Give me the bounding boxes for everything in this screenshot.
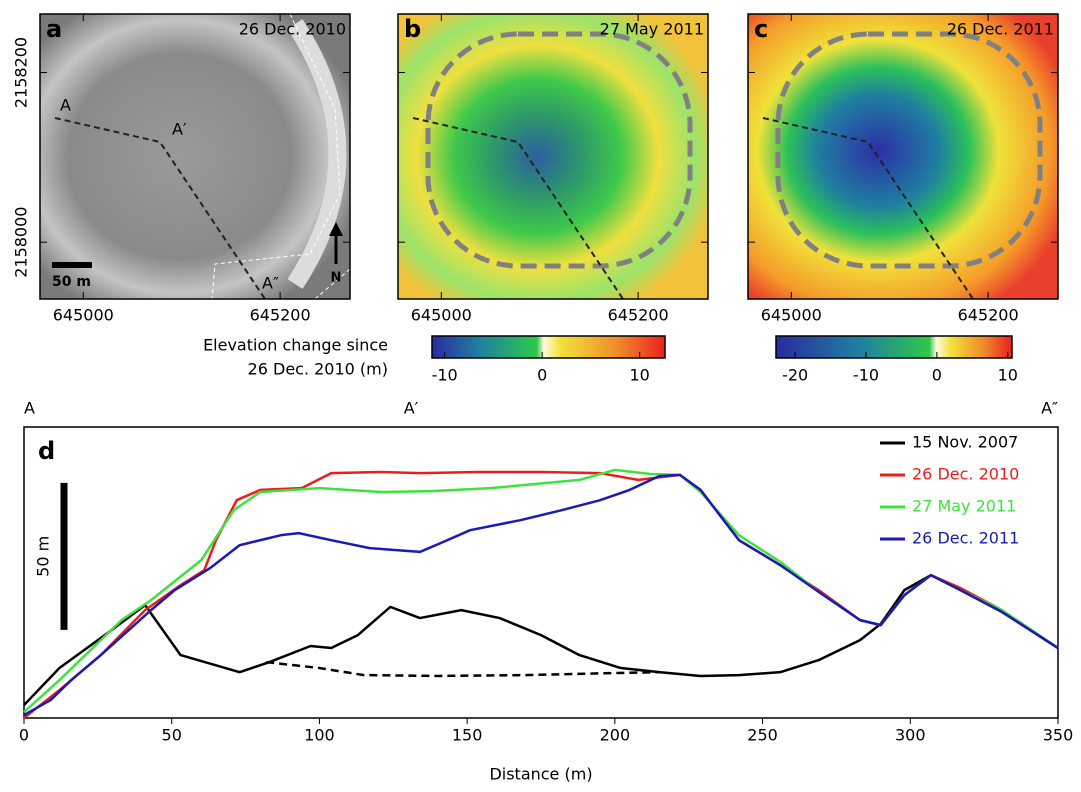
x-tick-label: 350 bbox=[1043, 726, 1074, 745]
panel-date: 27 May 2011 bbox=[600, 20, 704, 39]
profile-line bbox=[412, 117, 624, 300]
x-tick-label: 150 bbox=[452, 726, 483, 745]
profile-chart: d 0 50 100 150 200 250 300 350 Distance (m) A A′ A″ 5… bbox=[19, 399, 1073, 784]
x-tick-label: 645200 bbox=[250, 306, 311, 325]
deposit-outline bbox=[775, 31, 1043, 269]
legend-label: 27 May 2011 bbox=[912, 497, 1016, 516]
map-image bbox=[748, 14, 1058, 299]
plot-frame bbox=[23, 426, 1059, 719]
profile-label: A bbox=[60, 96, 71, 115]
profile-line bbox=[54, 117, 266, 300]
north-label: N bbox=[331, 271, 342, 286]
series-line bbox=[266, 660, 660, 678]
section-label: A bbox=[24, 399, 35, 418]
y-tick-label: 2158200 bbox=[12, 37, 31, 108]
x-tick-label: 645200 bbox=[608, 306, 669, 325]
map-frame bbox=[747, 13, 1059, 300]
colorbar-title: Elevation change since bbox=[203, 336, 388, 355]
panel-letter: a bbox=[46, 15, 62, 43]
map-image bbox=[398, 14, 708, 299]
colorbar bbox=[775, 335, 1013, 359]
panel-date: 26 Dec. 2011 bbox=[947, 20, 1054, 39]
series-line bbox=[23, 473, 1059, 717]
x-tick-label: 250 bbox=[747, 726, 778, 745]
colorbar-tick-label: 0 bbox=[932, 366, 942, 385]
series-line bbox=[23, 470, 1059, 719]
series-line bbox=[23, 573, 1059, 706]
colorbar-tick-label: -20 bbox=[782, 366, 808, 385]
section-label: A″ bbox=[1041, 399, 1058, 418]
scale-bar bbox=[52, 262, 92, 268]
x-tick-label: 645000 bbox=[411, 306, 472, 325]
panel-letter: d bbox=[38, 437, 55, 465]
legend-label: 15 Nov. 2007 bbox=[912, 433, 1018, 452]
deposit-outline bbox=[425, 31, 693, 269]
map-panels: a 26 Dec. 2010 645000 645200 2158000 2158200 A… bbox=[12, 13, 1059, 385]
panel-date: 26 Dec. 2010 bbox=[239, 20, 346, 39]
north-arrow-head bbox=[329, 222, 343, 236]
x-tick-label: 100 bbox=[304, 726, 335, 745]
legend-label: 26 Dec. 2011 bbox=[912, 529, 1019, 548]
colorbar-tick-label: 10 bbox=[998, 366, 1018, 385]
section-label: A′ bbox=[404, 399, 419, 418]
x-tick-label: 0 bbox=[19, 726, 29, 745]
y-tick-label: 2158000 bbox=[12, 207, 31, 278]
colorbar-tick-label: 0 bbox=[537, 366, 547, 385]
colorbar-tick-label: 10 bbox=[629, 366, 649, 385]
profile-label: A′ bbox=[172, 120, 187, 139]
panel-letter: c bbox=[754, 15, 768, 43]
x-tick-label: 50 bbox=[162, 726, 182, 745]
map-frame bbox=[39, 13, 351, 300]
x-tick-label: 645200 bbox=[958, 306, 1019, 325]
x-tick-label: 645000 bbox=[761, 306, 822, 325]
x-tick-label: 300 bbox=[895, 726, 926, 745]
profile-line bbox=[762, 117, 974, 300]
x-tick-label: 645000 bbox=[53, 306, 114, 325]
scale-label: 50 m bbox=[52, 274, 91, 290]
map-frame bbox=[397, 13, 709, 300]
colorbar-tick-label: -10 bbox=[432, 366, 458, 385]
x-axis-title: Distance (m) bbox=[489, 765, 592, 784]
profile-label: A″ bbox=[262, 274, 279, 293]
colorbar-title: 26 Dec. 2010 (m) bbox=[248, 360, 388, 379]
boundary bbox=[211, 13, 351, 300]
panel-letter: b bbox=[404, 15, 421, 43]
x-tick-label: 200 bbox=[600, 726, 631, 745]
colorbar-tick-label: -10 bbox=[853, 366, 879, 385]
map-image bbox=[40, 14, 350, 299]
legend-label: 26 Dec. 2010 bbox=[912, 465, 1019, 484]
colorbar bbox=[431, 335, 666, 359]
scale-label: 50 m bbox=[34, 536, 53, 577]
